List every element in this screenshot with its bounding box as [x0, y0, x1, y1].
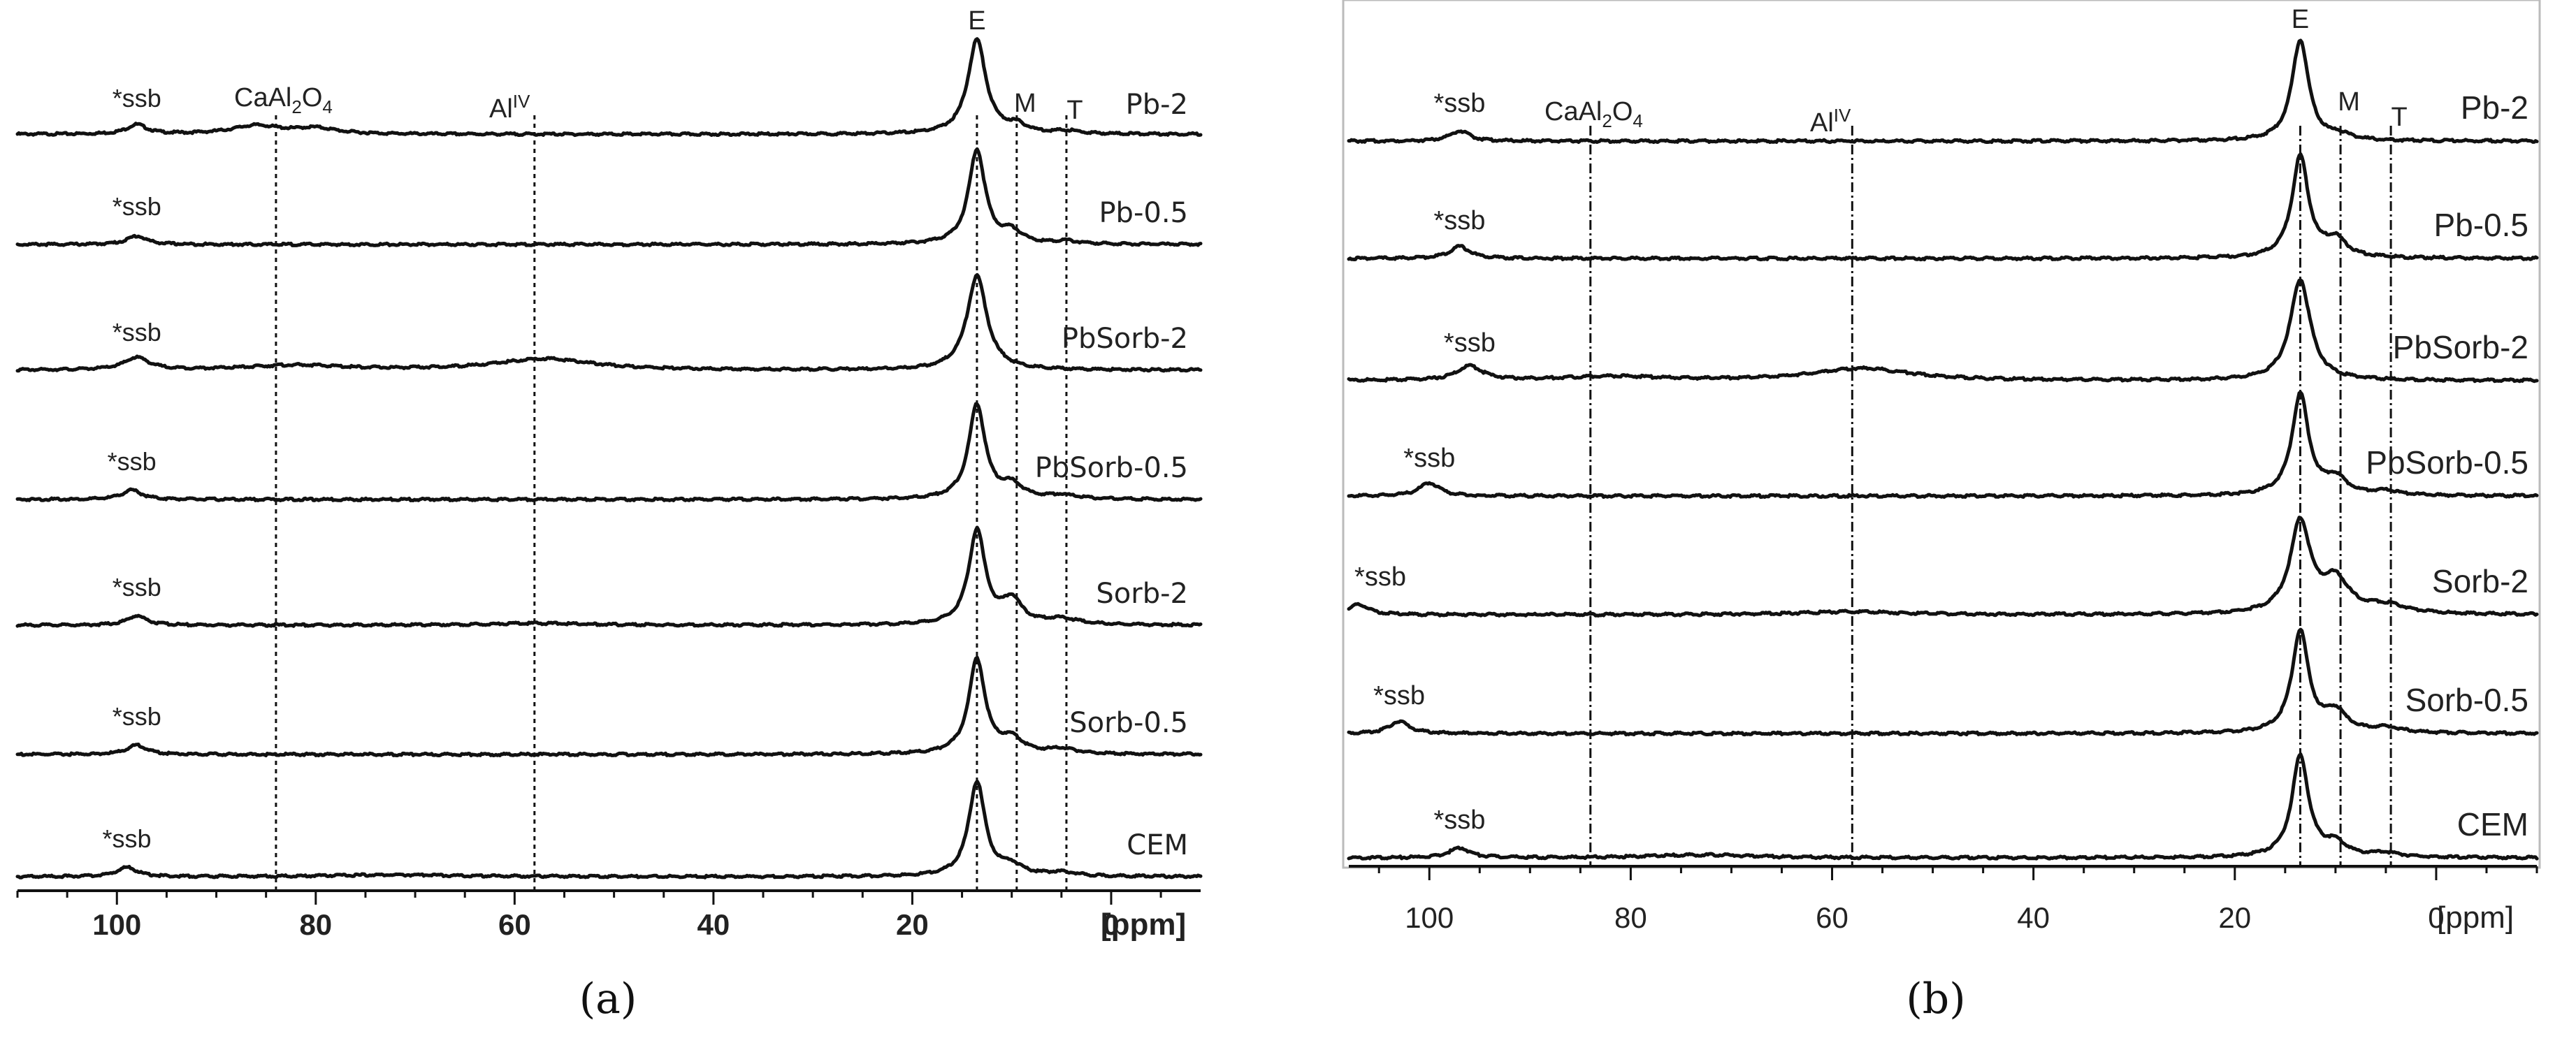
x-tick-label: 100: [1405, 901, 1454, 934]
ssb-label: *ssb: [113, 702, 161, 731]
spectrum-line: [1347, 752, 2539, 861]
x-tick-label: 100: [92, 908, 141, 941]
panel-b-series-labels: Pb-2 Pb-0.5 PbSorb-2 PbSorb-0.5 Sorb-2 Sorb-0…: [2366, 89, 2528, 843]
ssb-label: *ssb: [113, 573, 161, 601]
x-tick-label: 20: [896, 908, 929, 941]
series-label: PbSorb-2: [2393, 329, 2528, 365]
peak-label: M: [1014, 89, 1036, 118]
spectrum-line: [15, 655, 1203, 757]
series-label: Sorb-0.5: [1069, 707, 1188, 739]
ssb-label: *ssb: [102, 824, 151, 853]
panel-b-caal2o4-label: CaAl2O4: [1544, 97, 1643, 131]
x-tick-label: 0: [2428, 901, 2444, 934]
panel-b-aliv-label: AlIV: [1810, 105, 1851, 138]
ssb-label: *ssb: [1434, 805, 1486, 835]
ssb-label: *ssb: [1373, 681, 1425, 710]
peak-label: E: [2292, 5, 2309, 34]
x-tick-label: 60: [498, 908, 531, 941]
panel-a-spectra: [15, 37, 1203, 880]
ssb-label: *ssb: [1403, 444, 1455, 473]
spectrum-line: [15, 402, 1203, 502]
panel-b-ssb-labels: *ssb *ssb *ssb *ssb *ssb *ssb *ssb: [1354, 89, 1496, 835]
spectrum-line: [15, 37, 1203, 138]
spectrum-line: [15, 525, 1203, 628]
spectrum-line: [15, 272, 1203, 373]
panel-b-x-ticks: [1377, 866, 2538, 880]
x-tick-label: 80: [299, 908, 332, 941]
ssb-label: *ssb: [113, 84, 161, 112]
panel-b-peak-labels: E M T: [2292, 5, 2408, 132]
panel-a-series-labels: Pb-2 Pb-0.5 PbSorb-2 PbSorb-0.5 Sorb-2 Sorb-0…: [1035, 89, 1188, 861]
series-label: Sorb-0.5: [2405, 682, 2528, 718]
series-label: Sorb-2: [2432, 563, 2528, 599]
series-label: Pb-2: [2461, 89, 2528, 126]
panel-a-plot: Pb-2 Pb-0.5 PbSorb-2 PbSorb-0.5 Sorb-2 Sorb-0…: [15, 6, 1203, 1023]
x-tick-label: 60: [1816, 901, 1848, 934]
series-label: CEM: [1127, 829, 1188, 861]
panel-b-x-axis-label: [ppm]: [2437, 900, 2514, 935]
series-label: PbSorb-0.5: [2366, 444, 2528, 481]
peak-label: T: [1066, 96, 1083, 125]
spectrum-line: [1347, 152, 2539, 262]
panel-a-ssb-labels: *ssb *ssb *ssb *ssb *ssb *ssb *ssb: [102, 84, 161, 853]
series-label: Pb-2: [1126, 89, 1188, 121]
spectrum-line: [15, 779, 1203, 880]
ssb-label: *ssb: [1354, 562, 1406, 592]
ssb-label: *ssb: [113, 192, 161, 221]
peak-label: T: [2391, 103, 2407, 132]
panel-a-x-tick-labels: 100 80 60 40 20 0: [92, 908, 1119, 941]
ssb-label: *ssb: [113, 318, 161, 347]
panel-b-spectra: [1347, 38, 2539, 861]
x-tick-label: 40: [697, 908, 730, 941]
spectrum-line: [15, 147, 1203, 247]
panel-a-caption: (a): [579, 975, 637, 1023]
ssb-label: *ssb: [108, 447, 157, 476]
series-label: Pb-0.5: [1099, 197, 1188, 229]
series-label: PbSorb-2: [1062, 323, 1188, 355]
series-label: CEM: [2457, 806, 2528, 843]
panel-a-x-axis-label: [ppm]: [1101, 907, 1186, 942]
panel-a-peak-labels: E M T: [968, 6, 1083, 125]
spectrum-line: [1347, 278, 2539, 384]
panel-a-caal2o4-label: CaAl2O4: [234, 83, 333, 117]
panel-b-plot: Pb-2 Pb-0.5 PbSorb-2 PbSorb-0.5 Sorb-2 Sorb-0…: [1342, 0, 2541, 1023]
peak-label: M: [2338, 87, 2360, 117]
series-label: Sorb-2: [1096, 578, 1188, 610]
ssb-label: *ssb: [1434, 206, 1486, 235]
series-label: Pb-0.5: [2433, 207, 2528, 243]
spectrum-line: [1347, 627, 2539, 737]
spectrum-line: [1347, 391, 2539, 499]
x-tick-label: 80: [1614, 901, 1647, 934]
x-tick-label: 40: [2017, 901, 2050, 934]
peak-label: E: [968, 6, 985, 36]
panel-b-x-tick-labels: 100 80 60 40 20 0: [1405, 901, 2444, 934]
spectrum-line: [1347, 38, 2539, 145]
x-tick-label: 0: [1103, 908, 1119, 941]
panel-b-caption: (b): [1906, 975, 1965, 1023]
ssb-label: *ssb: [1434, 89, 1486, 118]
panel-a-x-ticks: [16, 891, 1162, 905]
x-tick-label: 20: [2218, 901, 2251, 934]
spectrum-line: [1347, 516, 2539, 618]
series-label: PbSorb-0.5: [1035, 452, 1188, 484]
ssb-label: *ssb: [1444, 328, 1496, 358]
